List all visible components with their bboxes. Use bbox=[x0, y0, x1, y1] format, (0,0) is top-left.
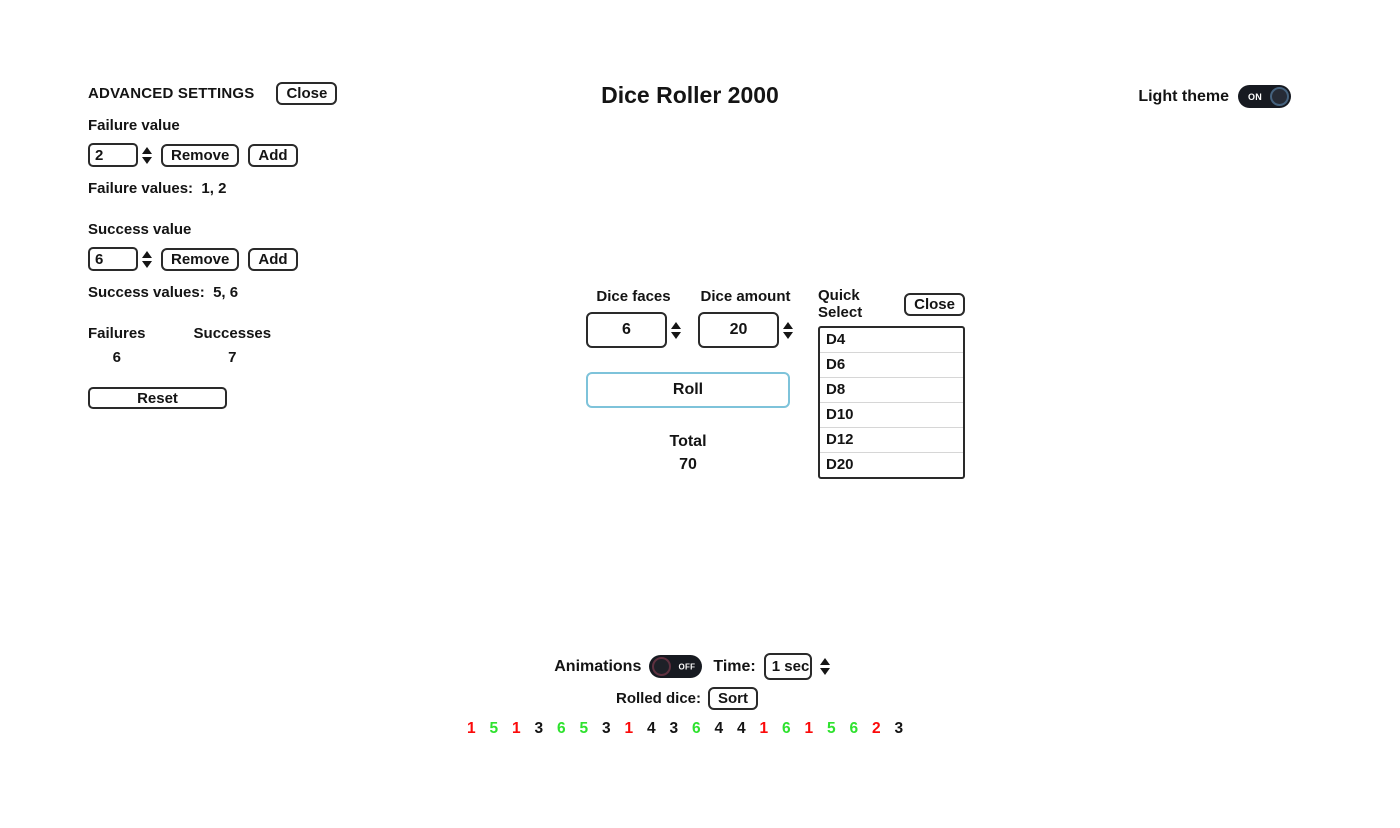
dice-amount-spinner[interactable] bbox=[783, 321, 793, 339]
failure-add-button[interactable]: Add bbox=[248, 143, 298, 167]
animations-toggle[interactable]: OFF bbox=[649, 655, 703, 678]
toggle-knob-icon bbox=[652, 657, 672, 676]
rolled-dice-label: Rolled dice: bbox=[615, 690, 701, 707]
theme-toggle-label: Light theme bbox=[1138, 87, 1229, 105]
die-result: 6 bbox=[691, 720, 701, 737]
spinner-up-icon[interactable] bbox=[142, 146, 152, 154]
advanced-settings-close-button[interactable]: Close bbox=[276, 82, 338, 105]
success-values-line: Success values: 5, 6 bbox=[88, 284, 368, 301]
die-result: 3 bbox=[601, 720, 611, 737]
die-result: 3 bbox=[534, 720, 544, 737]
dice-controls: Dice faces 6 Dice amount 20 Roll Total bbox=[586, 288, 793, 474]
die-result: 4 bbox=[736, 720, 746, 737]
die-result: 6 bbox=[556, 720, 566, 737]
quick-select-item[interactable]: D12 bbox=[820, 428, 963, 453]
success-values-label: Success values: bbox=[88, 284, 205, 301]
failures-label: Failures bbox=[88, 325, 146, 342]
bottom-controls: Animations OFF Time: 1 sec Rolled dice: … bbox=[0, 653, 1400, 738]
dice-amount-group: Dice amount 20 bbox=[698, 288, 793, 348]
failure-values-line: Failure values: 1, 2 bbox=[88, 180, 368, 197]
die-result: 1 bbox=[511, 720, 521, 737]
dice-amount-label: Dice amount bbox=[700, 288, 791, 305]
successes-counter: Successes 7 bbox=[194, 325, 272, 366]
success-values-text: 5, 6 bbox=[213, 284, 239, 301]
failure-values-text: 1, 2 bbox=[201, 180, 227, 197]
quick-select-list: D4 D6 D8 D10 D12 D20 bbox=[818, 326, 965, 479]
quick-select-panel: Quick Select Close D4 D6 D8 D10 D12 D20 bbox=[818, 287, 965, 479]
die-result: 5 bbox=[579, 720, 589, 737]
counters: Failures 6 Successes 7 bbox=[88, 325, 368, 366]
dice-faces-group: Dice faces 6 bbox=[586, 288, 681, 348]
time-spinner[interactable] bbox=[819, 658, 830, 675]
spinner-down-icon[interactable] bbox=[783, 331, 793, 339]
failure-remove-button[interactable]: Remove bbox=[161, 143, 240, 167]
toggle-knob-icon bbox=[1270, 87, 1289, 106]
success-value-input[interactable]: 6 bbox=[88, 247, 138, 271]
quick-select-item[interactable]: D20 bbox=[826, 456, 854, 473]
quick-select-close-button[interactable]: Close bbox=[904, 292, 965, 316]
failure-value-label: Failure value bbox=[88, 117, 180, 134]
spinner-down-icon[interactable] bbox=[142, 260, 152, 268]
failures-counter: Failures 6 bbox=[88, 325, 146, 366]
die-result: 5 bbox=[489, 720, 499, 737]
failures-count: 6 bbox=[112, 349, 121, 366]
dice-faces-spinner[interactable] bbox=[671, 321, 681, 339]
dice-faces-label: Dice faces bbox=[596, 288, 671, 305]
success-add-button[interactable]: Add bbox=[248, 247, 298, 271]
die-result: 1 bbox=[804, 720, 814, 737]
time-label: Time: bbox=[713, 657, 756, 675]
animations-label: Animations bbox=[554, 657, 642, 675]
total-value: 70 bbox=[679, 456, 697, 473]
spinner-up-icon[interactable] bbox=[819, 658, 830, 665]
spinner-up-icon[interactable] bbox=[671, 321, 681, 329]
die-result: 5 bbox=[826, 720, 836, 737]
spinner-up-icon[interactable] bbox=[783, 321, 793, 329]
spinner-down-icon[interactable] bbox=[142, 156, 152, 164]
die-result: 2 bbox=[871, 720, 881, 737]
total-label: Total bbox=[669, 433, 707, 450]
total-block: Total 70 bbox=[586, 433, 790, 474]
dice-amount-input[interactable]: 20 bbox=[698, 312, 779, 348]
theme-toggle-group: Light theme ON bbox=[1138, 85, 1291, 108]
toggle-state-text: OFF bbox=[678, 662, 696, 671]
die-result: 4 bbox=[646, 720, 656, 737]
quick-select-item[interactable]: D10 bbox=[820, 403, 963, 428]
success-value-spinner[interactable] bbox=[142, 250, 152, 268]
advanced-settings-heading: ADVANCED SETTINGS bbox=[88, 85, 255, 102]
failure-value-spinner[interactable] bbox=[142, 146, 152, 164]
die-result: 4 bbox=[714, 720, 724, 737]
die-result: 3 bbox=[669, 720, 679, 737]
dice-faces-input[interactable]: 6 bbox=[586, 312, 667, 348]
die-result: 6 bbox=[781, 720, 791, 737]
spinner-up-icon[interactable] bbox=[142, 250, 152, 258]
toggle-state-text: ON bbox=[1248, 91, 1263, 102]
failure-value-input[interactable]: 2 bbox=[88, 143, 138, 167]
successes-count: 7 bbox=[228, 349, 237, 366]
time-input[interactable]: 1 sec bbox=[763, 653, 812, 680]
quick-select-item[interactable]: D8 bbox=[820, 378, 963, 403]
quick-select-item[interactable]: D6 bbox=[820, 353, 963, 378]
spinner-down-icon[interactable] bbox=[671, 331, 681, 339]
spinner-down-icon[interactable] bbox=[819, 668, 830, 675]
roll-button[interactable]: Roll bbox=[586, 372, 790, 408]
advanced-settings-panel: ADVANCED SETTINGS Close Failure value 2 … bbox=[88, 82, 368, 409]
failure-values-label: Failure values: bbox=[88, 180, 194, 197]
die-result: 1 bbox=[759, 720, 769, 737]
die-result: 1 bbox=[466, 720, 476, 737]
successes-label: Successes bbox=[193, 325, 272, 342]
quick-select-item[interactable]: D4 bbox=[820, 328, 963, 353]
quick-select-heading: Quick Select bbox=[818, 287, 863, 321]
die-result: 1 bbox=[624, 720, 634, 737]
sort-button[interactable]: Sort bbox=[708, 687, 758, 710]
success-remove-button[interactable]: Remove bbox=[161, 247, 240, 271]
die-result: 6 bbox=[849, 720, 859, 737]
die-result: 3 bbox=[894, 720, 904, 737]
success-value-label: Success value bbox=[88, 221, 192, 238]
light-theme-toggle[interactable]: ON bbox=[1238, 85, 1291, 108]
page-title: Dice Roller 2000 bbox=[601, 82, 779, 108]
reset-button[interactable]: Reset bbox=[88, 387, 227, 409]
